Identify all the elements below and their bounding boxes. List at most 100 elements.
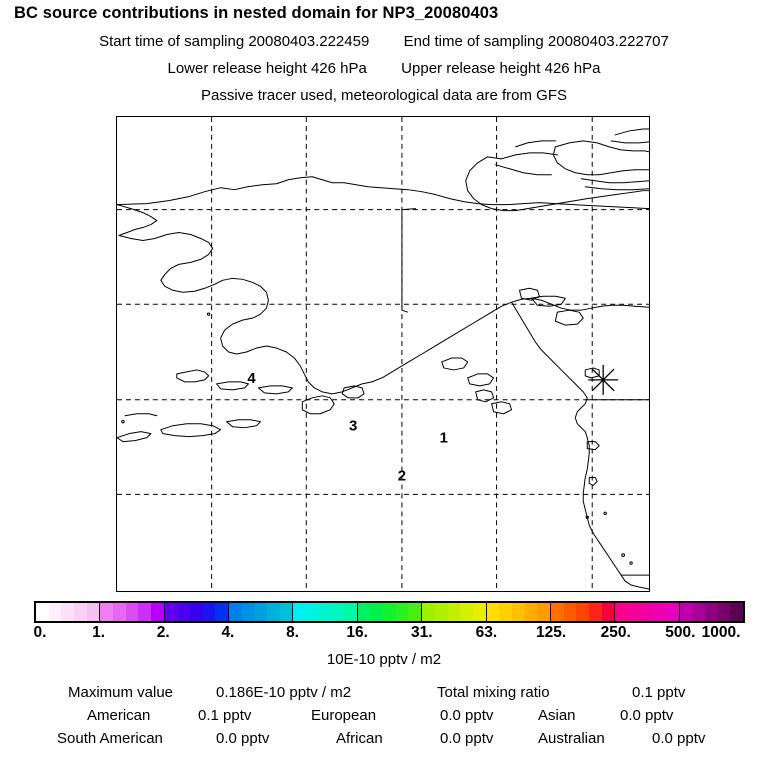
colorbar-band <box>395 603 409 621</box>
colorbar-segment <box>615 603 680 621</box>
tracer-note: Passive tracer used, meteorological data… <box>201 87 567 104</box>
end-time-label: End time of sampling <box>403 33 544 50</box>
map-marker-4: 4 <box>247 370 256 387</box>
colorbar-tick: 250. <box>600 624 631 641</box>
colorbar-tick: 16. <box>346 624 368 641</box>
asian-label: Asian <box>538 707 576 724</box>
colorbar-band <box>679 603 693 621</box>
colorbar-tick: 63. <box>475 624 498 641</box>
colorbar-band <box>100 603 114 621</box>
start-time-value: 20080403.222459 <box>248 33 370 50</box>
colorbar-band <box>344 603 357 621</box>
colorbar-band <box>601 603 615 621</box>
colorbar-band <box>422 603 435 621</box>
colorbar-band <box>370 603 384 621</box>
colorbar-segment <box>486 603 551 621</box>
american-label: American <box>87 707 151 724</box>
colorbar-band <box>48 603 62 621</box>
colorbar-band <box>576 603 589 621</box>
stat-row: Maximum value 0.186E-10 pptv / m2 Total … <box>0 684 768 706</box>
coastlines <box>117 128 649 590</box>
asian-value: 0.0 pptv <box>620 707 674 724</box>
colorbar-band <box>665 603 679 621</box>
south-american-label: South American <box>57 730 163 747</box>
colorbar-band <box>563 603 577 621</box>
colorbar-band <box>627 603 641 621</box>
maximum-value-label: Maximum value <box>68 684 174 701</box>
total-mixing-ratio-label: Total mixing ratio <box>437 684 550 701</box>
colorbar-band <box>357 603 371 621</box>
colorbar-tick: 500. <box>665 624 696 641</box>
lower-release-height-value: 426 hPa <box>310 60 367 77</box>
colorbar-band <box>202 603 216 621</box>
south-american-value: 0.0 pptv <box>216 730 270 747</box>
australian-value: 0.0 pptv <box>652 730 706 747</box>
colorbar-band <box>86 603 100 621</box>
colorbar-band <box>229 603 242 621</box>
colorbar-band <box>331 603 345 621</box>
map-marker-2: 2 <box>398 467 406 484</box>
political-borders <box>401 208 649 576</box>
colorbar-band <box>164 603 178 621</box>
colorbar-band <box>293 603 307 621</box>
colorbar-band <box>383 603 396 621</box>
lower-release-height-label: Lower release height <box>167 60 307 77</box>
map-marker-1: 1 <box>440 430 448 447</box>
colorbar-tick: 2. <box>156 624 170 641</box>
colorbar-band <box>730 603 743 621</box>
colorbar-segment <box>293 603 358 621</box>
colorbar-band <box>138 603 152 621</box>
colorbar-tick: 31. <box>411 624 433 641</box>
colorbar-band <box>550 603 564 621</box>
map-panel: 1 2 3 4 <box>116 116 650 592</box>
colorbar-band <box>125 603 139 621</box>
colorbar-tick: 125. <box>535 624 567 641</box>
maximum-value-value: 0.186E-10 pptv / m2 <box>216 684 352 701</box>
start-time-label: Start time of sampling <box>99 33 245 50</box>
colorbar-band <box>434 603 448 621</box>
colorbar-band <box>318 603 332 621</box>
colorbar-segment <box>679 603 743 621</box>
colorbar-band <box>254 603 268 621</box>
release-height-row: Lower release height 426 hPa Upper relea… <box>0 60 768 77</box>
colorbar-tick: 0. <box>33 624 47 641</box>
map-marker-3: 3 <box>349 418 357 435</box>
colorbar-segment <box>164 603 230 621</box>
colorbar-band <box>692 603 705 621</box>
african-value: 0.0 pptv <box>440 730 494 747</box>
colorbar-segment <box>422 603 487 621</box>
colorbar-band <box>472 603 486 621</box>
colorbar-unit-label: 10E-10 pptv / m2 <box>326 651 442 668</box>
colorbar-band <box>408 603 422 621</box>
colorbar-band <box>537 603 550 621</box>
colorbar-band <box>267 603 280 621</box>
page-title: BC source contributions in nested domain… <box>14 4 499 22</box>
african-label: African <box>336 730 383 747</box>
colorbar-tick: 8. <box>286 624 299 641</box>
colorbar-band <box>524 603 538 621</box>
colorbar-band <box>241 603 255 621</box>
colorbar-band <box>511 603 525 621</box>
stat-row: South American 0.0 pptv African 0.0 pptv… <box>0 730 768 752</box>
colorbar-band <box>704 603 718 621</box>
colorbar-band <box>36 603 49 621</box>
colorbar-band <box>588 603 602 621</box>
colorbar-band <box>306 603 319 621</box>
colorbar-segment <box>357 603 423 621</box>
colorbar-band <box>74 603 87 621</box>
colorbar-band <box>190 603 203 621</box>
colorbar-band <box>499 603 512 621</box>
colorbar-tick: 1. <box>92 624 106 641</box>
colorbar-band <box>447 603 461 621</box>
colorbar-band <box>615 603 628 621</box>
colorbar-band <box>151 603 164 621</box>
colorbar-band <box>279 603 293 621</box>
european-label: European <box>311 707 377 724</box>
american-value: 0.1 pptv <box>198 707 252 724</box>
colorbar-band <box>460 603 473 621</box>
upper-release-height-label: Upper release height <box>401 60 541 77</box>
colorbar-band <box>640 603 654 621</box>
receptor-asterisk-icon <box>588 364 619 395</box>
european-value: 0.0 pptv <box>440 707 494 724</box>
